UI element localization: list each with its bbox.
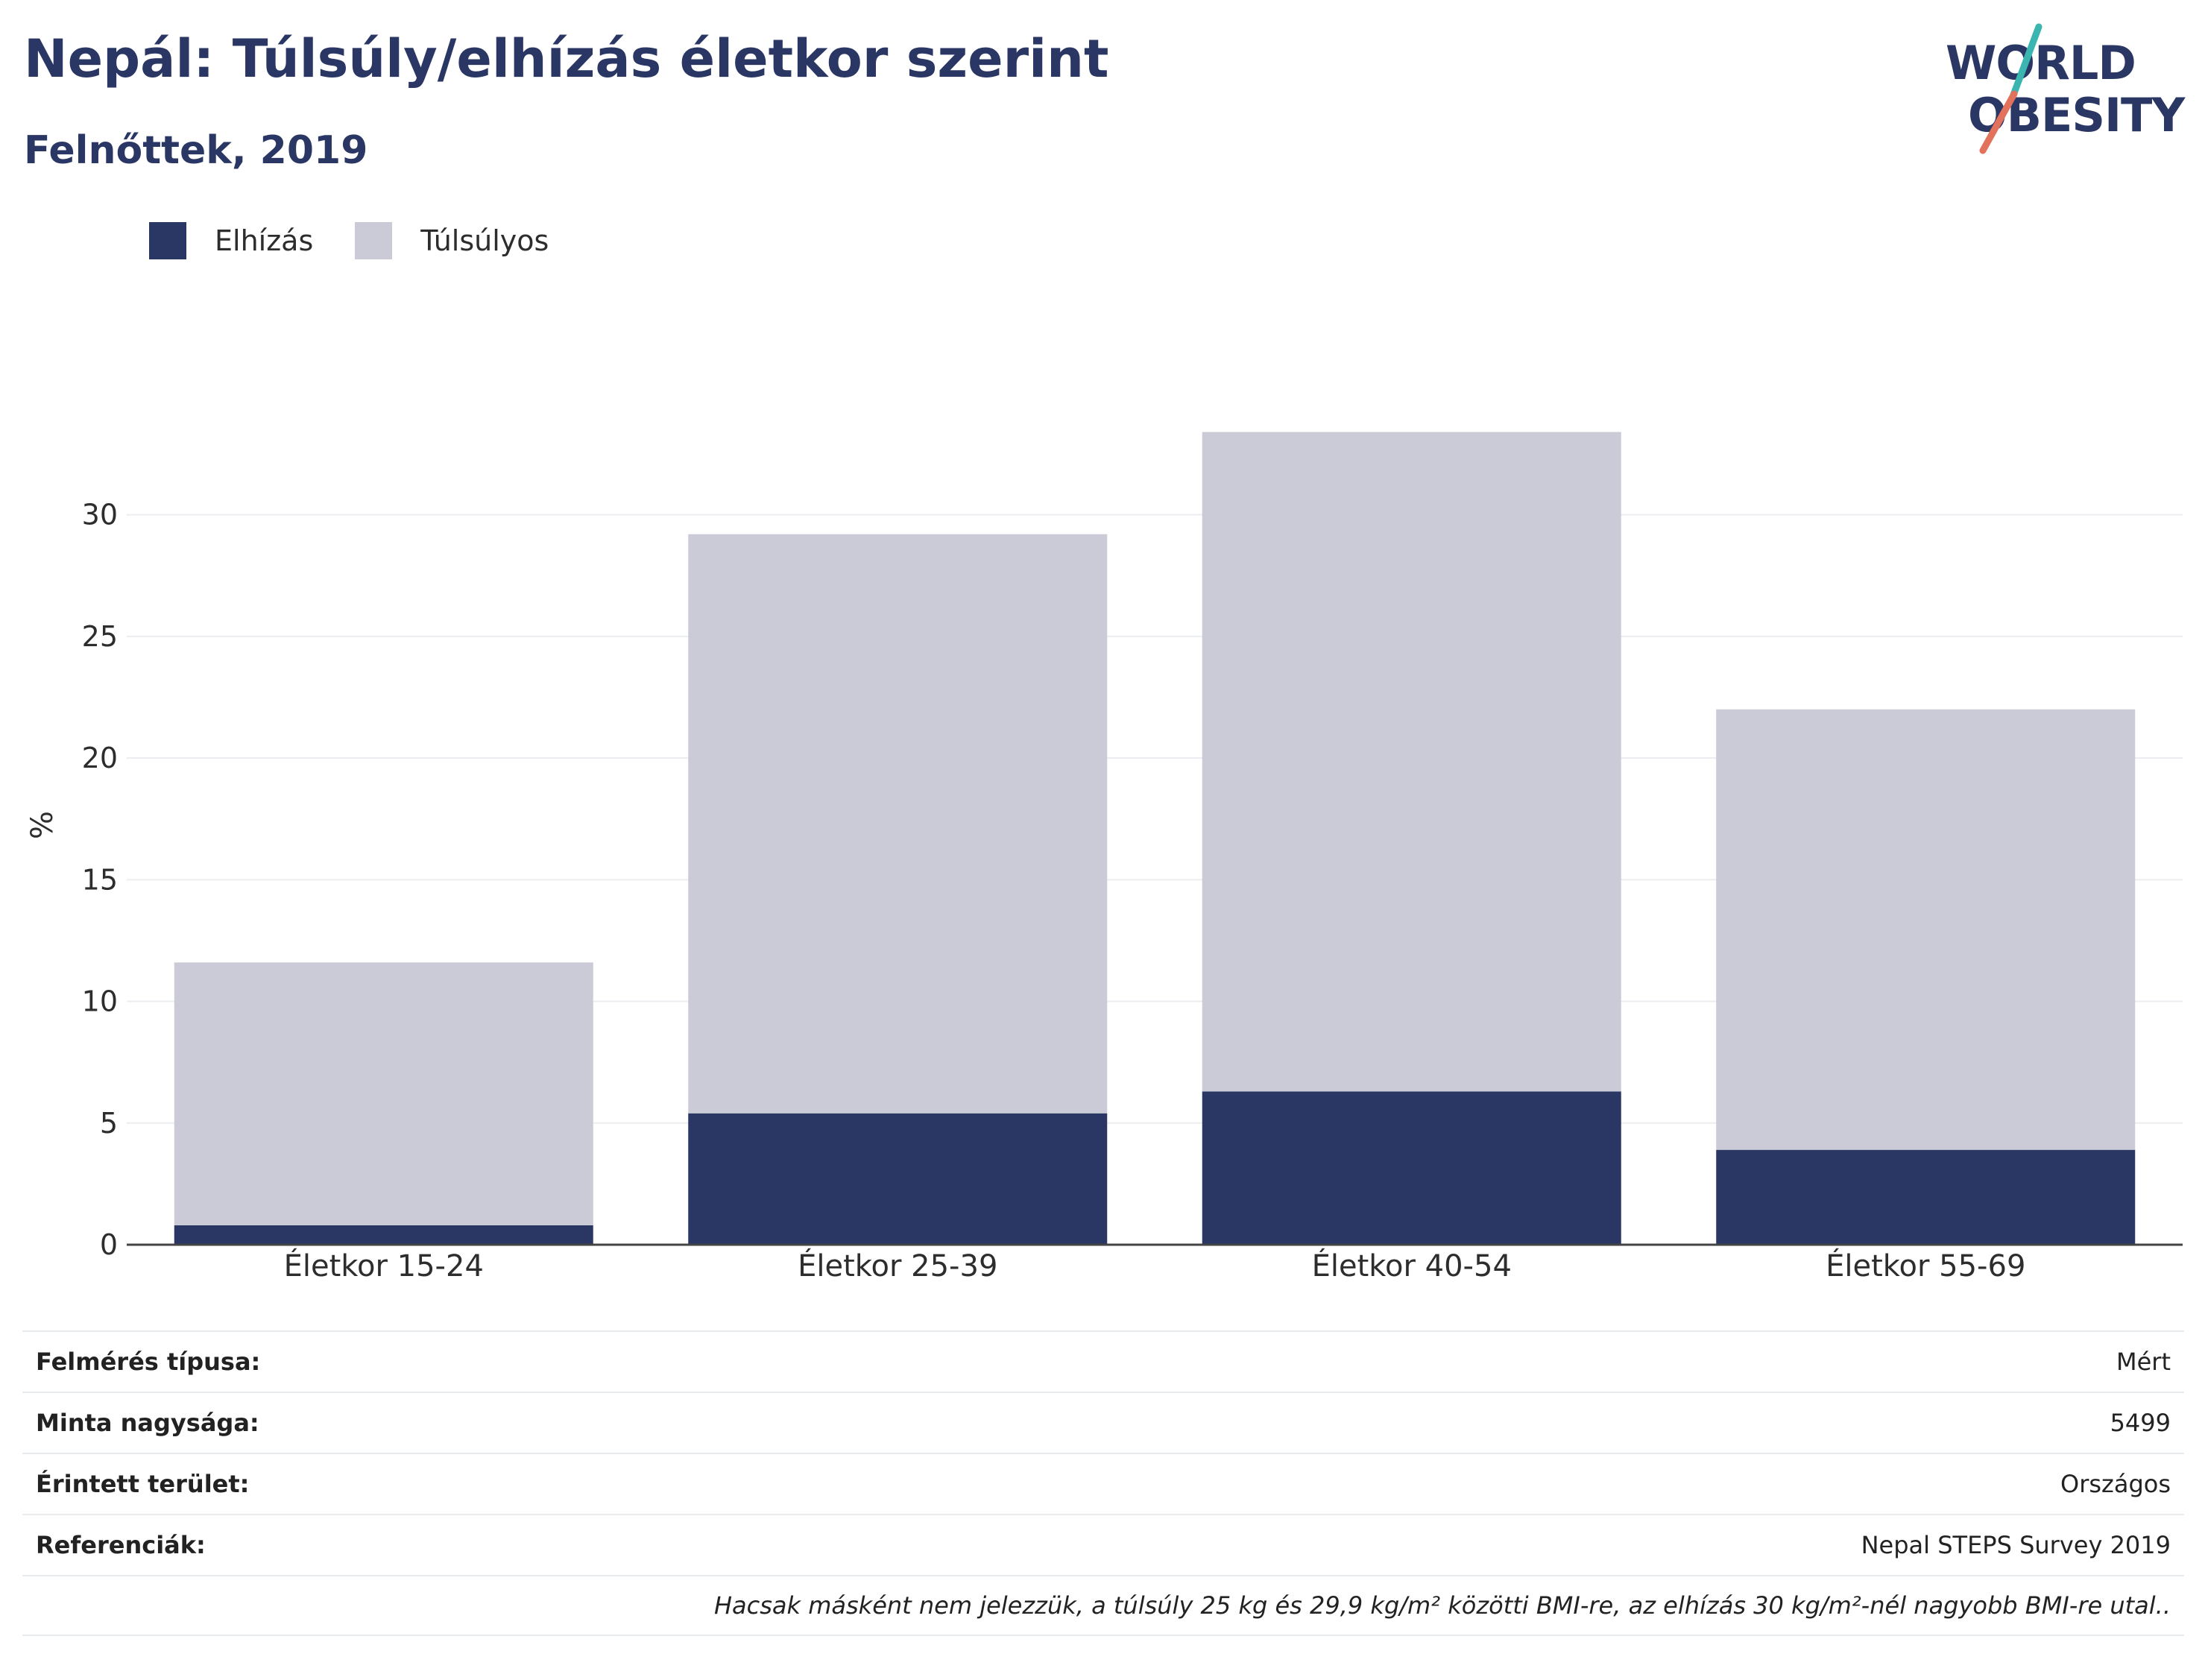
x-tick-label: Életkor 25-39	[798, 1248, 997, 1283]
bar-tulsulyos	[1716, 709, 2136, 1150]
legend-item-tulsulyos[interactable]: Túlsúlyos	[355, 222, 549, 259]
bar-tulsulyos	[174, 962, 593, 1225]
bar-elhizas	[1202, 1091, 1621, 1245]
legend-swatch-tulsulyos	[355, 222, 393, 259]
meta-key: Referenciák:	[36, 1531, 206, 1559]
y-tick-label: 15	[82, 863, 118, 896]
legend: Elhízás Túlsúlyos	[149, 222, 590, 259]
meta-row-sample-size: Minta nagysága: 5499	[22, 1392, 2184, 1453]
definition-note: Hacsak másként nem jelezzük, a túlsúly 2…	[22, 1575, 2184, 1636]
legend-label-tulsulyos: Túlsúlyos	[420, 224, 549, 257]
meta-key: Felmérés típusa:	[36, 1348, 261, 1376]
bar-elhizas	[1716, 1149, 2136, 1245]
y-tick-label: 20	[82, 742, 118, 774]
meta-row-references: Referenciák: Nepal STEPS Survey 2019	[22, 1514, 2184, 1575]
bar-elhizas	[174, 1225, 593, 1245]
chart-subtitle: Felnőttek, 2019	[24, 128, 368, 173]
y-tick-label: 25	[82, 620, 118, 653]
meta-row-survey-type: Felmérés típusa: Mért	[22, 1330, 2184, 1392]
world-obesity-logo: WORLD OBESITY	[1946, 22, 2192, 157]
logo-word-world: WORLD	[1946, 36, 2136, 90]
meta-key: Minta nagysága:	[36, 1409, 259, 1437]
meta-value: Mért	[2116, 1348, 2171, 1376]
y-tick-label: 10	[82, 985, 118, 1018]
y-tick-label: 0	[100, 1228, 118, 1261]
meta-value: Országos	[2060, 1470, 2171, 1498]
meta-value: 5499	[2110, 1409, 2171, 1437]
y-axis-label: %	[25, 811, 60, 839]
chart-title: Nepál: Túlsúly/elhízás életkor szerint	[24, 28, 1109, 89]
x-tick-label: Életkor 55-69	[1826, 1248, 2025, 1283]
x-tick-label: Életkor 15-24	[284, 1248, 484, 1283]
bar-elhizas	[688, 1113, 1108, 1245]
legend-label-elhizas: Elhízás	[215, 224, 314, 257]
meta-value: Nepal STEPS Survey 2019	[1861, 1531, 2171, 1559]
bar-tulsulyos	[1202, 432, 1621, 1092]
legend-item-elhizas[interactable]: Elhízás	[149, 222, 313, 259]
meta-key: Érintett terület:	[36, 1470, 250, 1498]
y-tick-label: 5	[100, 1107, 118, 1140]
meta-row-area: Érintett terület: Országos	[22, 1453, 2184, 1514]
logo-slash-icon	[1979, 23, 2042, 154]
y-tick-label: 30	[82, 499, 118, 531]
bar-tulsulyos	[688, 534, 1108, 1114]
legend-swatch-elhizas	[149, 222, 186, 259]
stacked-bar-chart: 0 5 10 15 20 25 30% Életkor 15-24 Életkor 25-39 É…	[25, 432, 2183, 1283]
x-tick-label: Életkor 40-54	[1312, 1248, 1512, 1283]
survey-info-table: Felmérés típusa: Mért Minta nagysága: 54…	[22, 1330, 2184, 1636]
